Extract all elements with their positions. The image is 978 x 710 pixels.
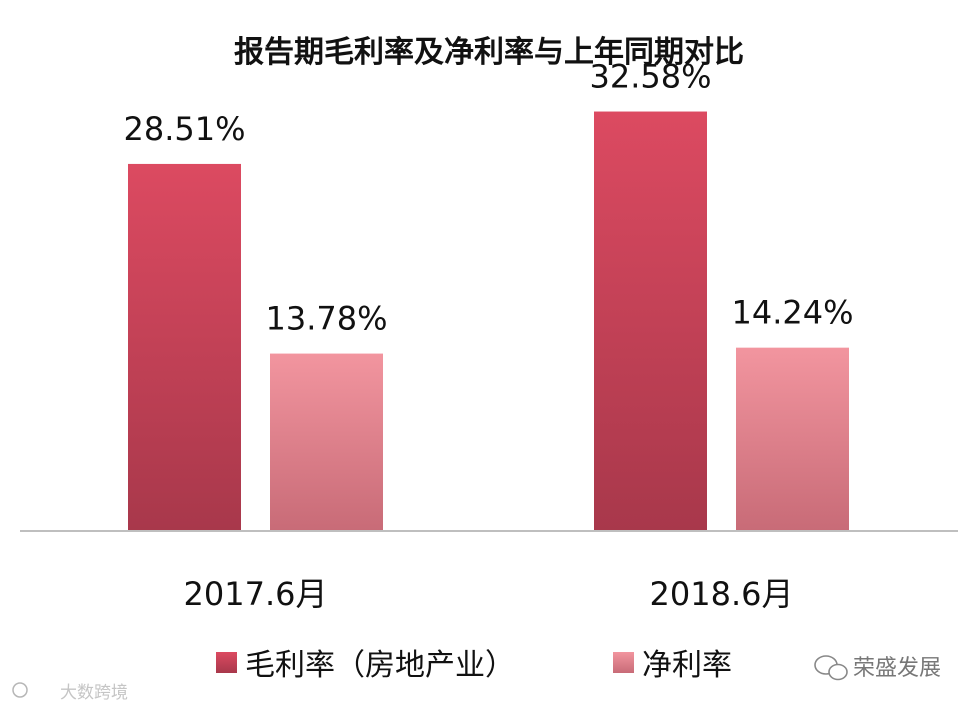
wechat-icon — [814, 655, 848, 681]
legend-label-net-margin: 净利率 — [642, 648, 732, 683]
watermark-right-text: 荣盛发展 — [853, 656, 941, 681]
bars — [128, 111, 849, 531]
legend-swatch-net-margin — [613, 652, 634, 673]
bar-gross-margin-1 — [594, 111, 707, 531]
category-labels: 2017.6月 2018.6月 — [184, 575, 794, 613]
value-label-gross-margin-1: 32.58% — [589, 58, 711, 96]
watermark-left-text: 大数跨境 — [60, 683, 128, 703]
watermark-logo-icon — [12, 682, 28, 698]
category-label-1: 2018.6月 — [650, 575, 794, 613]
bar-net-margin-0 — [270, 353, 383, 531]
bar-gross-margin-0 — [128, 163, 241, 531]
value-label-gross-margin-0: 28.51% — [123, 110, 245, 148]
value-labels: 28.51% 13.78% 32.58% 14.24% — [123, 58, 853, 338]
legend-swatch-gross-margin — [216, 652, 237, 673]
value-label-net-margin-1: 14.24% — [731, 294, 853, 332]
legend: 毛利率（房地产业） 净利率 — [216, 648, 732, 683]
watermark-right: 荣盛发展 — [814, 655, 941, 681]
watermark-left: 大数跨境 — [12, 682, 128, 703]
value-label-net-margin-0: 13.78% — [265, 300, 387, 338]
chart-title: 报告期毛利率及净利率与上年同期对比 — [234, 35, 744, 70]
bar-net-margin-1 — [736, 347, 849, 531]
category-label-0: 2017.6月 — [184, 575, 328, 613]
legend-label-gross-margin: 毛利率（房地产业） — [245, 648, 515, 683]
